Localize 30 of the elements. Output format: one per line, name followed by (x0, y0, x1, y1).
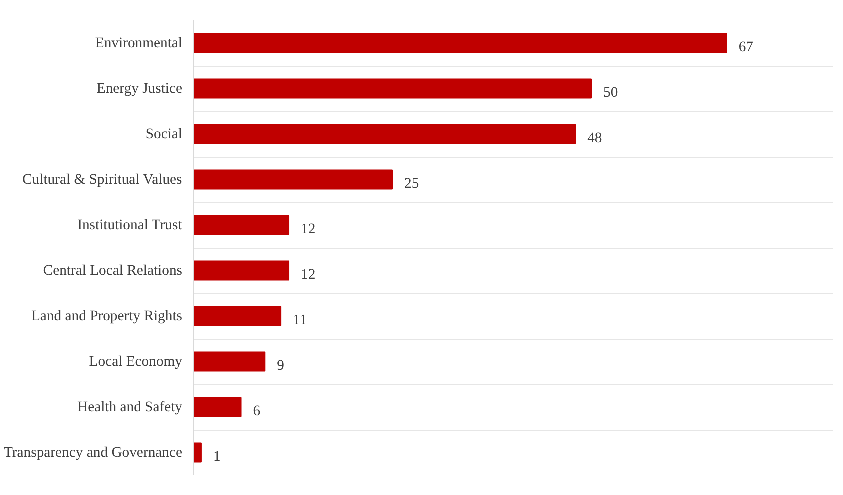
data-label: 9 (277, 358, 284, 374)
data-label: 67 (738, 39, 754, 56)
bar (194, 33, 728, 54)
bar (194, 124, 576, 144)
bar (194, 215, 290, 236)
y-tick-label: Social (146, 126, 183, 142)
data-label: 50 (604, 84, 618, 101)
bar (194, 306, 282, 326)
y-tick-label: Transparency and Governance (4, 444, 183, 461)
bar (194, 78, 592, 99)
data-label: 1 (213, 448, 221, 465)
data-label: 12 (301, 266, 316, 283)
data-label: 6 (253, 403, 261, 420)
y-tick-label: Health and Safety (78, 399, 184, 416)
y-tick-label: Energy Justice (96, 80, 183, 97)
bar (194, 170, 394, 190)
data-label: 11 (293, 312, 308, 328)
bar (194, 442, 202, 463)
y-tick-label: Central Local Relations (43, 262, 183, 279)
data-label: 25 (404, 176, 420, 192)
data-label: 48 (588, 130, 602, 146)
y-tick-label: Local Economy (89, 354, 184, 370)
bar (194, 397, 242, 418)
y-tick-label: Institutional Trust (78, 217, 182, 234)
bar (194, 260, 290, 281)
y-tick-label: Cultural & Spiritual Values (22, 172, 183, 188)
y-tick-label: Environmental (95, 35, 183, 52)
y-tick-label: Land and Property Rights (31, 308, 183, 324)
data-label: 12 (301, 221, 316, 238)
bar (194, 352, 266, 372)
